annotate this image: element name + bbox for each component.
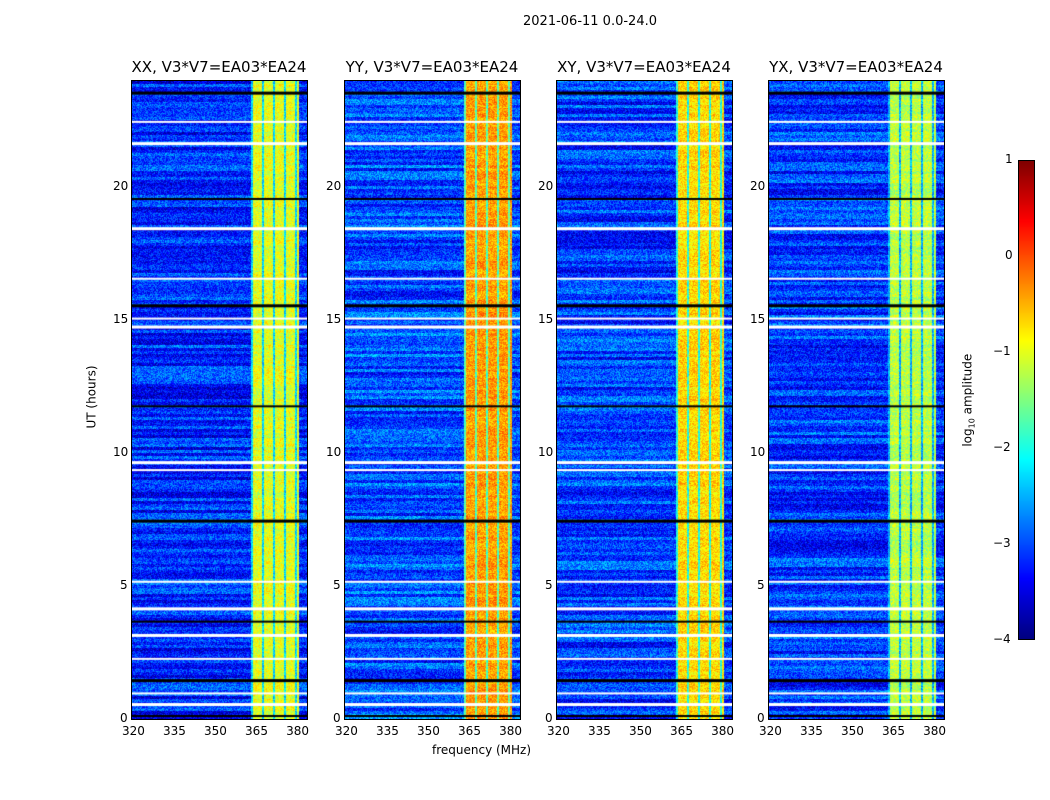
panel-title: XY, V3*V7=EA03*EA24 [557,58,731,76]
x-tick-label: 350 [841,724,864,738]
panel-3 [768,80,945,720]
y-tick-label: 0 [545,711,553,725]
x-tick-label: 335 [800,724,823,738]
y-tick-label: 20 [750,179,766,194]
y-tick-label: 10 [538,445,554,460]
x-tick-label: 350 [204,724,227,738]
colorbar-tick-label: −2 [993,440,1011,454]
panel-1 [344,80,521,720]
x-tick-label: 335 [588,724,611,738]
y-tick-label: 20 [326,179,342,194]
colorbar [1018,160,1035,640]
colorbar-tick-label: −1 [993,344,1011,358]
y-tick-label: 10 [113,445,129,460]
y-tick-label: 20 [113,179,129,194]
waterfall-heatmap [132,81,307,719]
x-tick-label: 320 [122,724,145,738]
panel-title: YX, V3*V7=EA03*EA24 [769,58,943,76]
y-tick-label: 5 [333,578,341,593]
waterfall-heatmap [557,81,732,719]
colorbar-tick-label: −4 [993,632,1011,646]
y-tick-label: 0 [120,711,128,725]
y-tick-label: 15 [326,312,342,327]
y-tick-label: 10 [750,445,766,460]
colorbar-tick-label: 0 [1005,248,1013,262]
x-tick-label: 320 [547,724,570,738]
x-tick-label: 365 [670,724,693,738]
y-tick-label: 15 [750,312,766,327]
x-tick-label: 350 [629,724,652,738]
x-axis-label: frequency (MHz) [432,743,532,757]
x-tick-label: 335 [163,724,186,738]
y-tick-label: 10 [326,445,342,460]
x-tick-label: 365 [882,724,905,738]
panel-0 [131,80,308,720]
y-tick-label: 5 [757,578,765,593]
y-tick-label: 20 [538,179,554,194]
waterfall-heatmap [345,81,520,719]
x-tick-label: 365 [458,724,481,738]
figure-title: 2021-06-11 0.0-24.0 [523,14,657,29]
y-tick-label: 15 [113,312,129,327]
x-tick-label: 335 [376,724,399,738]
panel-2 [556,80,733,720]
y-tick-label: 5 [120,578,128,593]
y-tick-label: 0 [757,711,765,725]
x-tick-label: 320 [759,724,782,738]
x-tick-label: 380 [923,724,946,738]
y-tick-label: 15 [538,312,554,327]
colorbar-label: log10 amplitude [960,353,977,447]
colorbar-tick-label: −3 [993,536,1011,550]
y-tick-label: 5 [545,578,553,593]
panel-title: XX, V3*V7=EA03*EA24 [131,58,307,76]
x-tick-label: 320 [335,724,358,738]
y-axis-label: UT (hours) [84,365,99,429]
x-tick-label: 350 [417,724,440,738]
x-tick-label: 380 [286,724,309,738]
y-tick-label: 0 [333,711,341,725]
waterfall-heatmap [769,81,944,719]
x-tick-label: 380 [499,724,522,738]
x-tick-label: 380 [711,724,734,738]
colorbar-tick-label: 1 [1005,152,1013,166]
x-tick-label: 365 [245,724,268,738]
panel-title: YY, V3*V7=EA03*EA24 [345,58,519,76]
